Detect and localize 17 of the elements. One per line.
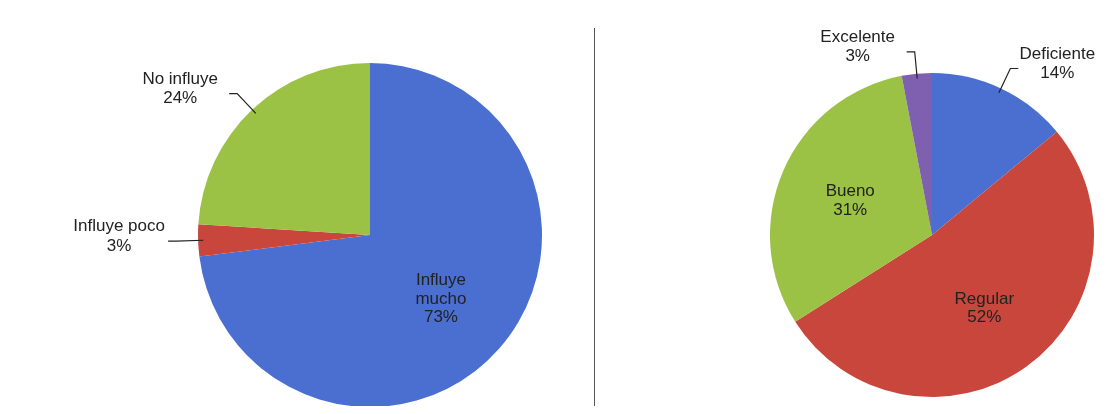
pie-slice <box>901 73 932 235</box>
data-label: 24% <box>163 88 198 108</box>
slice-label: Influye poco <box>73 216 165 236</box>
slice-label: Excelente <box>820 26 896 46</box>
slice-label: No influye <box>142 68 218 88</box>
data-label: 73% <box>423 306 458 326</box>
pie-slice <box>770 75 932 322</box>
slice-label: Regular <box>954 288 1015 308</box>
data-label: 14% <box>1040 63 1075 83</box>
data-label: 31% <box>833 199 868 219</box>
pie-slice <box>795 131 1094 397</box>
slice-label: Influye mucho <box>415 269 467 308</box>
slice-label: Bueno <box>825 180 875 200</box>
data-label: 52% <box>967 306 1002 326</box>
data-label: 3% <box>845 46 870 66</box>
slice-label: Deficiente <box>1019 43 1096 63</box>
data-label: 3% <box>106 235 132 255</box>
